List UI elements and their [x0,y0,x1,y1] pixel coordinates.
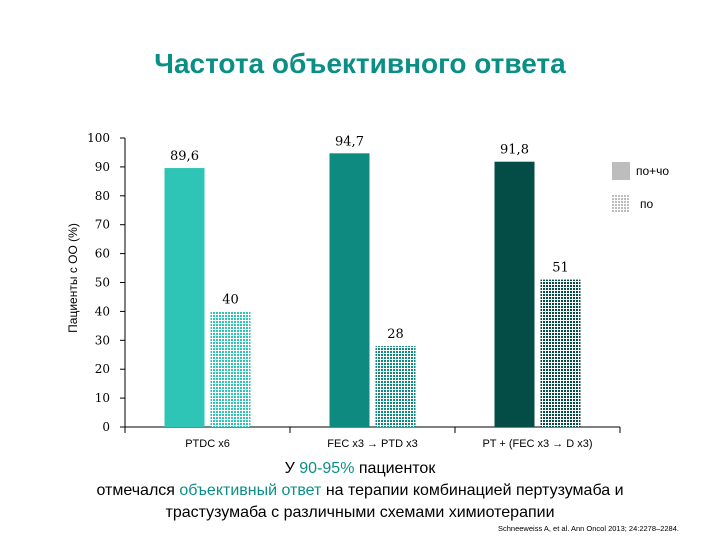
legend-swatch-po-cho [612,162,630,180]
bar-po-cho-1 [164,168,205,427]
legend-label-po: по [640,197,653,211]
conclusion-line-2-pre: отмечался [96,482,180,499]
y-tick-label: 10 [95,391,110,405]
category-label: PTDC x6 [185,438,230,450]
bar-po-cho-3 [494,161,535,427]
y-tick-label: 90 [95,160,110,174]
y-tick-label: 0 [102,420,110,434]
conclusion-line-2-post: на терапии комбинацией пертузумаба и [321,482,624,499]
y-axis-label: Пациенты с ОО (%) [66,223,80,333]
bar-po-cho-2 [329,153,370,427]
y-tick-label: 50 [95,276,110,290]
category-label: FEC x3 → PTD x3 [327,438,417,450]
y-tick-label: 20 [95,362,110,376]
y-tick-label: 60 [95,247,110,261]
legend-swatch-po [612,194,630,212]
data-label: 40 [222,292,239,307]
data-label: 89,6 [170,149,199,164]
data-label: 51 [552,261,569,276]
y-tick-label: 40 [95,304,110,318]
conclusion-line-1-pre: У [284,460,300,477]
bar-po-2 [375,346,416,427]
bar-po-1 [210,311,251,427]
conclusion-line-1: У 90-95% пациенток [20,458,700,480]
chart-title: Частота объективного ответа [154,48,566,79]
conclusion-line-2: отмечался объективный ответ на терапии к… [20,480,700,502]
source-citation: Schneeweiss A, et al. Ann Oncol 2013; 24… [498,524,679,533]
data-label: 94,7 [335,134,364,149]
y-tick-label: 80 [95,189,110,203]
y-tick-label: 30 [95,333,110,347]
legend-label-po-cho: по+чо [636,164,669,178]
category-label: PT + (FEC x3 → D x3) [482,438,592,450]
conclusion-line-1-accent: 90-95% [299,460,355,477]
bar-po-3 [540,279,581,427]
y-tick-label: 100 [87,131,110,145]
y-tick-label: 70 [95,218,110,232]
conclusion-line-2-accent: объективный ответ [179,482,322,499]
conclusion-text: У 90-95% пациенток отмечался объективный… [20,458,700,524]
conclusion-line-3: трастузумаба с различными схемами химиот… [165,504,555,521]
data-label: 91,8 [500,143,529,158]
conclusion-line-1-post: пациенток [354,460,436,477]
data-label: 28 [387,327,404,342]
